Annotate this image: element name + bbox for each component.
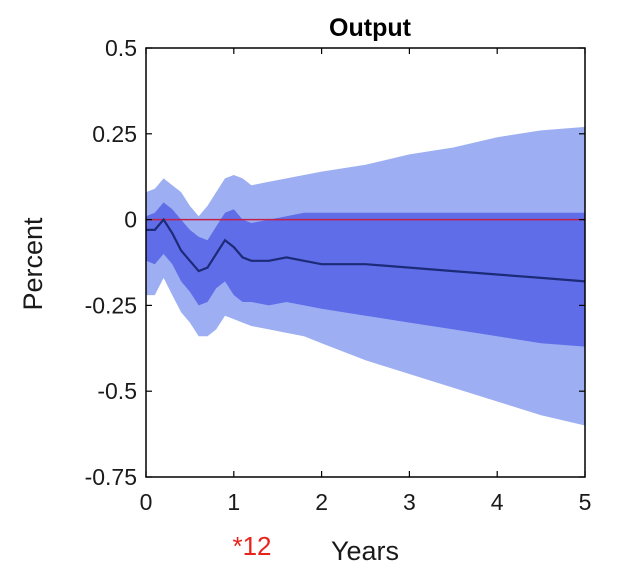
x-tick-label: 4	[491, 489, 504, 515]
annotation-note: *12	[232, 531, 271, 561]
inner-confidence-band	[146, 202, 585, 347]
x-tick-label: 1	[227, 489, 240, 515]
y-tick-label: -0.25	[85, 292, 137, 318]
y-tick-label: -0.75	[85, 464, 137, 490]
y-axis-label: Percent	[18, 217, 48, 311]
plot-area: 0 1 2 3 4 5 0.5 0.25 0 -0.25 -0.5 -0.75	[85, 35, 592, 515]
x-tick-label: 5	[579, 489, 592, 515]
chart-title: Output	[329, 14, 412, 42]
median-line	[146, 217, 586, 283]
y-tick-label: 0.5	[105, 35, 137, 61]
y-tick-label: -0.5	[97, 378, 137, 404]
y-tick-label: 0	[124, 207, 137, 233]
x-axis-label: Years	[331, 536, 399, 566]
plot-frame	[145, 47, 586, 478]
x-tick-label: 3	[403, 489, 416, 515]
x-tick-label: 2	[315, 489, 328, 515]
y-tick-label: 0.25	[92, 121, 137, 147]
x-tick-label: 0	[140, 489, 153, 515]
